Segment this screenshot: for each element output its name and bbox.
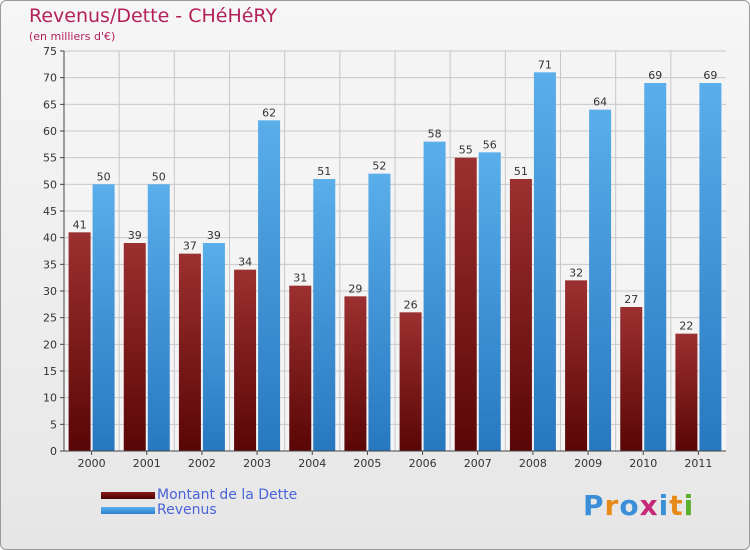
data-label-debt: 27 — [624, 293, 638, 306]
bar-revenus — [258, 120, 281, 451]
bar-revenus — [644, 83, 667, 451]
data-label-debt: 22 — [679, 320, 693, 333]
data-label-revenus: 69 — [703, 69, 717, 82]
y-tick-label: 20 — [43, 338, 57, 351]
legend-item-revenus: Revenus — [101, 502, 217, 518]
data-label-revenus: 71 — [538, 58, 552, 71]
logo-letter: o — [619, 489, 640, 522]
y-tick-label: 10 — [43, 392, 57, 405]
bar-debt — [289, 285, 312, 451]
data-label-debt: 37 — [183, 240, 197, 253]
logo-letter: i — [658, 489, 670, 522]
bar-debt — [509, 179, 532, 451]
x-tick-label: 2010 — [629, 457, 657, 470]
x-tick-label: 2008 — [519, 457, 547, 470]
chart-subtitle: (en milliers d'€) — [29, 30, 116, 43]
bar-revenus — [202, 243, 225, 451]
bar-revenus — [478, 152, 501, 452]
data-label-debt: 29 — [348, 282, 362, 295]
data-label-revenus: 62 — [262, 106, 276, 119]
bar-revenus — [313, 179, 336, 451]
data-label-revenus: 51 — [317, 165, 331, 178]
data-label-debt: 32 — [569, 266, 583, 279]
data-label-revenus: 52 — [372, 160, 386, 173]
legend-label-revenus: Revenus — [157, 502, 217, 518]
bar-debt — [344, 296, 367, 451]
y-tick-label: 25 — [43, 312, 57, 325]
data-label-revenus: 56 — [483, 138, 497, 151]
y-tick-label: 15 — [43, 365, 57, 378]
bar-debt — [399, 312, 422, 451]
data-label-debt: 55 — [459, 144, 473, 157]
legend-swatch-revenus — [101, 506, 155, 514]
y-tick-label: 55 — [43, 152, 57, 165]
legend-item-debt: Montant de la Dette — [101, 487, 298, 503]
logo-letter: t — [669, 489, 684, 522]
y-tick-label: 45 — [43, 205, 57, 218]
bar-debt — [565, 280, 588, 451]
logo-letter: r — [604, 489, 620, 522]
legend-swatch-debt — [101, 491, 155, 499]
bar-revenus — [589, 109, 612, 452]
data-label-revenus: 58 — [428, 128, 442, 141]
data-label-revenus: 50 — [97, 170, 111, 183]
bar-revenus — [533, 72, 556, 451]
data-label-debt: 51 — [514, 165, 528, 178]
data-label-debt: 41 — [73, 218, 87, 231]
legend-label-debt: Montant de la Dette — [157, 487, 298, 503]
x-tick-label: 2011 — [684, 457, 712, 470]
bar-debt — [178, 253, 201, 451]
x-tick-label: 2007 — [464, 457, 492, 470]
y-tick-label: 75 — [43, 45, 57, 58]
bar-revenus — [699, 83, 722, 451]
data-label-debt: 39 — [128, 229, 142, 242]
x-tick-label: 2004 — [298, 457, 326, 470]
logo-letter: P — [583, 489, 605, 522]
y-tick-label: 70 — [43, 72, 57, 85]
x-tick-label: 2009 — [574, 457, 602, 470]
y-tick-label: 65 — [43, 98, 57, 111]
data-label-revenus: 39 — [207, 229, 221, 242]
y-tick-label: 60 — [43, 125, 57, 138]
data-label-revenus: 50 — [152, 170, 166, 183]
y-tick-label: 0 — [50, 445, 57, 458]
x-tick-label: 2006 — [409, 457, 437, 470]
bar-revenus — [92, 184, 115, 452]
chart-title: Revenus/Dette - CHéHéRY — [29, 5, 278, 27]
bar-revenus — [368, 173, 391, 451]
x-tick-label: 2000 — [78, 457, 106, 470]
bar-revenus — [423, 141, 446, 451]
bar-debt — [123, 243, 146, 451]
y-tick-label: 40 — [43, 232, 57, 245]
bar-debt — [234, 269, 257, 451]
data-label-debt: 31 — [293, 272, 307, 285]
x-tick-label: 2003 — [243, 457, 271, 470]
proxiti-logo: Proxiti — [583, 489, 694, 522]
bar-debt — [620, 307, 643, 451]
y-tick-label: 35 — [43, 258, 57, 271]
x-tick-label: 2005 — [353, 457, 381, 470]
logo-letter: x — [639, 489, 659, 522]
x-tick-label: 2002 — [188, 457, 216, 470]
y-tick-label: 50 — [43, 178, 57, 191]
data-label-revenus: 69 — [648, 69, 662, 82]
y-tick-label: 5 — [50, 418, 57, 431]
bar-debt — [454, 157, 477, 451]
bar-revenus — [147, 184, 170, 452]
data-label-revenus: 64 — [593, 96, 607, 109]
data-label-debt: 26 — [404, 298, 418, 311]
x-tick-label: 2001 — [133, 457, 161, 470]
bar-debt — [68, 232, 91, 451]
y-tick-label: 30 — [43, 285, 57, 298]
data-label-debt: 34 — [238, 256, 252, 269]
bar-debt — [675, 333, 698, 451]
logo-letter: i — [683, 489, 695, 522]
